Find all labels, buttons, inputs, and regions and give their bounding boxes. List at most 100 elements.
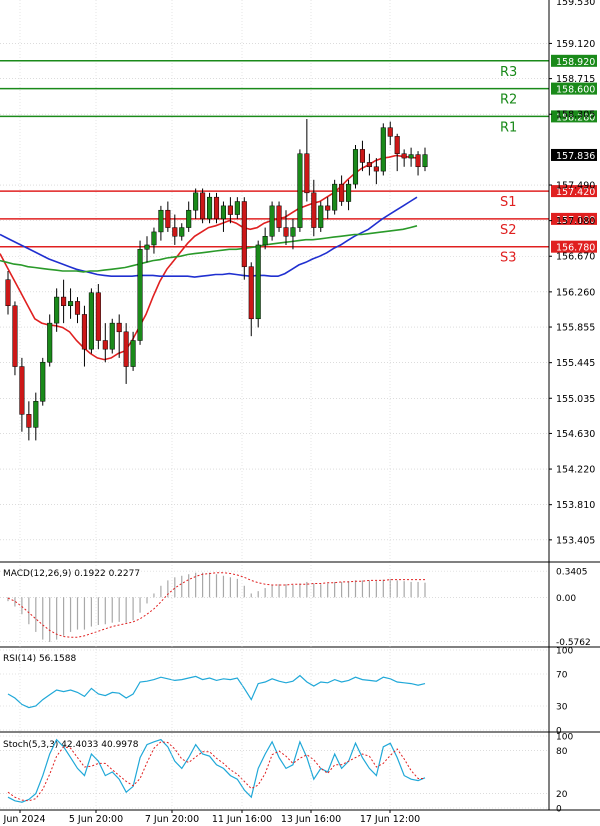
- candle-body: [255, 244, 261, 320]
- candle-body: [325, 205, 331, 211]
- y-tick-label: 156.670: [556, 252, 595, 263]
- candle-body: [47, 322, 53, 363]
- level-name-s1: S1: [500, 195, 517, 210]
- x-tick-label: 7 Jun 20:00: [145, 814, 199, 825]
- candle-body: [165, 209, 171, 228]
- candle-body: [158, 209, 164, 233]
- current-price-tag: [551, 148, 597, 161]
- candle-body: [81, 314, 88, 350]
- candle-body: [151, 231, 157, 246]
- moving-average-lines: [0, 154, 418, 361]
- candle-body: [116, 322, 122, 333]
- candle-body: [346, 183, 352, 202]
- y-tick-label: 156.260: [556, 287, 595, 298]
- y-tick-label: 0.00: [556, 594, 576, 604]
- macd-signal-line: [7, 572, 425, 638]
- level-price-tag: [551, 240, 597, 253]
- x-tick-label: 13 Jun 16:00: [281, 814, 341, 825]
- level-price-label: 157.100: [556, 215, 595, 226]
- candle-body: [422, 154, 428, 168]
- candle-body: [394, 136, 400, 154]
- y-tick-label: 0.3405: [556, 568, 588, 578]
- candle-body: [283, 227, 289, 237]
- candle-body: [68, 301, 74, 307]
- y-tick-label: 80: [556, 747, 568, 757]
- candlestick-series: [5, 119, 428, 441]
- candle-body: [130, 340, 136, 367]
- indicator-title: MACD(12,26,9) 0.1922 0.2277: [3, 569, 140, 579]
- candle-body: [95, 292, 101, 341]
- rsi-line: [7, 674, 426, 709]
- y-tick-label: 153.810: [556, 500, 595, 511]
- level-price-label: 157.420: [556, 187, 595, 198]
- y-tick-label: -0.5762: [556, 638, 591, 648]
- candle-body: [54, 296, 60, 324]
- stoch-d-line: [7, 741, 425, 802]
- candle-body: [207, 196, 213, 220]
- level-price-tag: [551, 185, 597, 198]
- support-resistance-levels: R3 158.920 R2 158.600 R1 158.280 S1 157.420 S2 15…: [0, 54, 597, 266]
- level-name-r1: R1: [500, 120, 517, 135]
- candle-body: [366, 162, 372, 168]
- y-tick-label: 153.405: [556, 535, 595, 546]
- candle-body: [352, 149, 359, 185]
- main-price-gridlines: [0, 0, 549, 562]
- y-tick-label: 157.490: [556, 181, 595, 192]
- time-axis[interactable]: 3 Jun 2024 5 Jun 20:00 7 Jun 20:00 11 Jun 1…: [0, 565, 420, 825]
- candle-body: [234, 201, 240, 215]
- candle-body: [213, 196, 220, 220]
- candle-body: [109, 322, 115, 350]
- level-name-r2: R2: [500, 93, 517, 108]
- candle-body: [297, 153, 303, 228]
- moving-average-line-2: [0, 196, 418, 278]
- level-price-label: 158.280: [556, 112, 595, 123]
- candle-body: [102, 340, 108, 350]
- candle-body: [5, 279, 11, 307]
- candle-body: [359, 149, 365, 163]
- candle-body: [408, 154, 414, 159]
- indicator-title: RSI(14) 56.1588: [3, 654, 76, 664]
- x-tick-label: 11 Jun 16:00: [212, 814, 272, 825]
- current-price-label: 157.836: [556, 151, 595, 162]
- y-tick-label: 155.855: [556, 323, 595, 334]
- x-tick-label: 5 Jun 20:00: [69, 814, 123, 825]
- candle-body: [179, 227, 185, 237]
- candle-body: [290, 227, 296, 237]
- candle-body: [61, 296, 67, 307]
- candle-body: [241, 201, 247, 267]
- candle-body: [186, 209, 192, 228]
- candle-body: [19, 366, 25, 415]
- rsi-panel: RSI(14) 56.1588 100 70 30 0: [0, 647, 573, 737]
- level-price-tag: [551, 82, 597, 95]
- y-tick-label: 158.305: [556, 110, 595, 121]
- candle-body: [311, 192, 317, 228]
- y-tick-label: 100: [556, 733, 573, 743]
- candle-body: [262, 236, 268, 246]
- indicator-title: Stoch(5,3,3) 42.4033 40.9978: [3, 740, 139, 750]
- candle-body: [248, 266, 254, 320]
- candle-body: [227, 205, 233, 215]
- candle-body: [387, 127, 393, 137]
- y-tick-label: 100: [556, 647, 573, 657]
- moving-average-line-1: [0, 154, 418, 361]
- candle-body: [74, 301, 81, 315]
- stochastic-panel: Stoch(5,3,3) 42.4033 40.9978 100 80 20 0: [0, 733, 573, 815]
- y-tick-label: 155.445: [556, 358, 595, 369]
- candle-body: [401, 153, 407, 159]
- candle-body: [172, 227, 178, 237]
- level-name-r3: R3: [500, 65, 517, 80]
- candle-body: [415, 154, 421, 168]
- x-tick-label: 17 Jun 12:00: [360, 814, 420, 825]
- y-tick-label: 158.715: [556, 74, 595, 85]
- level-price-label: 158.600: [556, 85, 595, 96]
- level-price-label: 158.920: [556, 57, 595, 68]
- candle-body: [318, 205, 324, 228]
- level-price-tag: [551, 54, 597, 67]
- candle-body: [40, 361, 46, 402]
- y-tick-label: 155.035: [556, 394, 595, 405]
- y-tick-label: 157.080: [556, 216, 595, 227]
- candle-body: [339, 183, 345, 202]
- level-price-label: 156.780: [556, 243, 595, 254]
